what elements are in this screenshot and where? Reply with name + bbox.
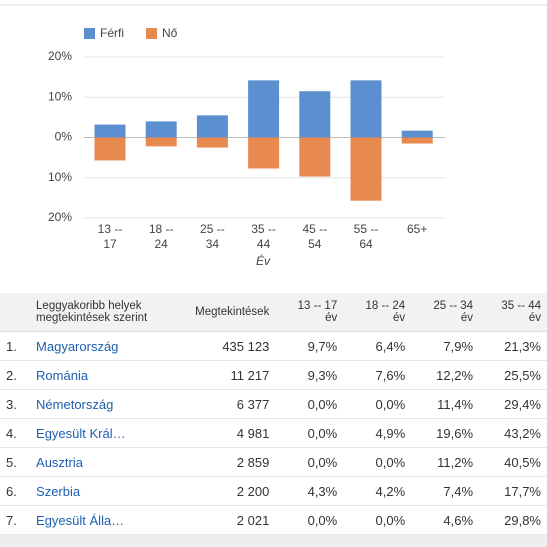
table-cell: 17,7% bbox=[479, 476, 547, 506]
x-tick-label: 18 -- 24 bbox=[148, 222, 174, 251]
y-tick-label: 20% bbox=[48, 49, 72, 63]
bar bbox=[401, 137, 433, 144]
y-tick-label: 10% bbox=[48, 170, 72, 184]
table-cell: 25,5% bbox=[479, 360, 547, 390]
table-cell: 21,3% bbox=[479, 331, 547, 361]
y-tick-label: 10% bbox=[48, 89, 72, 103]
table-cell: 9,7% bbox=[275, 331, 344, 361]
table-cell: 11 217 bbox=[162, 360, 276, 390]
table-row: 6. Szerbia 2 200 4,3% 4,2% 7,4% 17,7% bbox=[0, 476, 547, 506]
table-cell: 43,2% bbox=[479, 418, 547, 448]
y-tick-label: 0% bbox=[55, 130, 73, 144]
table-row: 2. Románia 11 217 9,3% 7,6% 12,2% 25,5% bbox=[0, 360, 547, 390]
bar bbox=[299, 91, 331, 138]
table-cell: 6,4% bbox=[343, 331, 412, 361]
legend-swatch bbox=[146, 28, 157, 39]
table-cell: 4,9% bbox=[343, 418, 412, 448]
table-cell: 3. bbox=[0, 389, 31, 419]
bar bbox=[145, 121, 177, 138]
bar bbox=[248, 80, 280, 138]
table-cell: 7. bbox=[0, 505, 31, 535]
country-link[interactable]: Németország bbox=[30, 389, 163, 419]
table-cell: 2. bbox=[0, 360, 31, 390]
table-cell: 435 123 bbox=[162, 331, 276, 361]
table-row: 4. Egyesült Král… 4 981 0,0% 4,9% 19,6% 43,2% bbox=[0, 418, 547, 448]
table-cell: 2 200 bbox=[162, 476, 276, 506]
bar bbox=[94, 124, 126, 138]
table-cell: 19,6% bbox=[411, 418, 480, 448]
bar bbox=[350, 80, 382, 138]
bar bbox=[299, 137, 331, 177]
table-cell: 2 021 bbox=[162, 505, 276, 535]
table-cell: 11,2% bbox=[411, 447, 480, 477]
table-cell: 12,2% bbox=[411, 360, 480, 390]
table-cell: 9,3% bbox=[275, 360, 344, 390]
table-cell: 2 859 bbox=[162, 447, 276, 477]
bar bbox=[401, 130, 433, 138]
country-link[interactable]: Ausztria bbox=[30, 447, 163, 477]
legend-label: Férfi bbox=[100, 26, 124, 40]
table-cell: 4,2% bbox=[343, 476, 412, 506]
x-tick-label: 55 -- 64 bbox=[353, 222, 379, 251]
column-header: Megtekintések bbox=[162, 293, 276, 332]
country-link[interactable]: Románia bbox=[30, 360, 163, 390]
bar bbox=[196, 137, 228, 148]
footer-band bbox=[0, 535, 547, 547]
table-row: 7. Egyesült Álla… 2 021 0,0% 0,0% 4,6% 29,8% bbox=[0, 505, 547, 535]
x-tick-label: 45 -- 54 bbox=[302, 222, 328, 251]
table-cell: 0,0% bbox=[343, 447, 412, 477]
table-cell: 0,0% bbox=[275, 389, 344, 419]
table-cell: 5. bbox=[0, 447, 31, 477]
column-header bbox=[0, 293, 31, 332]
bar bbox=[248, 137, 280, 169]
table-cell: 0,0% bbox=[275, 447, 344, 477]
x-tick-label: 25 -- 34 bbox=[200, 222, 225, 251]
table-cell: 0,0% bbox=[275, 418, 344, 448]
country-link[interactable]: Egyesült Álla… bbox=[30, 505, 163, 535]
table-cell: 4,6% bbox=[411, 505, 480, 535]
table-cell: 6. bbox=[0, 476, 31, 506]
column-header: 25 -- 34 év bbox=[411, 293, 480, 332]
x-tick-label: 65+ bbox=[407, 222, 428, 236]
bar bbox=[350, 137, 382, 201]
y-tick-label: 20% bbox=[48, 210, 72, 224]
bar bbox=[145, 137, 177, 147]
table-row: 3. Németország 6 377 0,0% 0,0% 11,4% 29,4% bbox=[0, 389, 547, 419]
table-row: 5. Ausztria 2 859 0,0% 0,0% 11,2% 40,5% bbox=[0, 447, 547, 477]
table-cell: 4. bbox=[0, 418, 31, 448]
table-cell: 0,0% bbox=[343, 389, 412, 419]
column-header: Leggyakoribb helyek megtekintések szerin… bbox=[30, 293, 163, 332]
table-cell: 6 377 bbox=[162, 389, 276, 419]
header-row: Leggyakoribb helyek megtekintések szerin… bbox=[0, 293, 547, 332]
chart: 20% 10% 0% 10% 20% Férfi Nő bbox=[0, 4, 547, 224]
table-cell: 11,4% bbox=[411, 389, 480, 419]
table-cell: 7,9% bbox=[411, 331, 480, 361]
country-link[interactable]: Szerbia bbox=[30, 476, 163, 506]
x-tick-label: 35 -- 44 bbox=[251, 222, 276, 251]
x-tick-label: 13 -- 17 bbox=[97, 222, 123, 251]
table-cell: 29,4% bbox=[479, 389, 547, 419]
table-cell: 4,3% bbox=[275, 476, 344, 506]
table: Leggyakoribb helyek megtekintések szerin… bbox=[0, 293, 547, 535]
column-header: 18 -- 24 év bbox=[343, 293, 412, 332]
table-cell: 0,0% bbox=[275, 505, 344, 535]
table-cell: 40,5% bbox=[479, 447, 547, 477]
table-cell: 7,6% bbox=[343, 360, 412, 390]
column-header: 13 -- 17 év bbox=[275, 293, 344, 332]
country-link[interactable]: Egyesült Král… bbox=[30, 418, 163, 448]
table-cell: 0,0% bbox=[343, 505, 412, 535]
column-header: 35 -- 44 év bbox=[479, 293, 547, 332]
table-cell: 4 981 bbox=[162, 418, 276, 448]
table-cell: 1. bbox=[0, 331, 31, 361]
legend-swatch bbox=[84, 28, 95, 39]
country-link[interactable]: Magyarország bbox=[30, 331, 163, 361]
x-axis-label: Év bbox=[255, 254, 270, 268]
legend-label: Nő bbox=[162, 26, 178, 40]
table-row: 1. Magyarország 435 123 9,7% 6,4% 7,9% 21,3% bbox=[0, 331, 547, 361]
bar bbox=[94, 137, 126, 161]
table-cell: 7,4% bbox=[411, 476, 480, 506]
bar bbox=[196, 115, 228, 138]
table-cell: 29,8% bbox=[479, 505, 547, 535]
